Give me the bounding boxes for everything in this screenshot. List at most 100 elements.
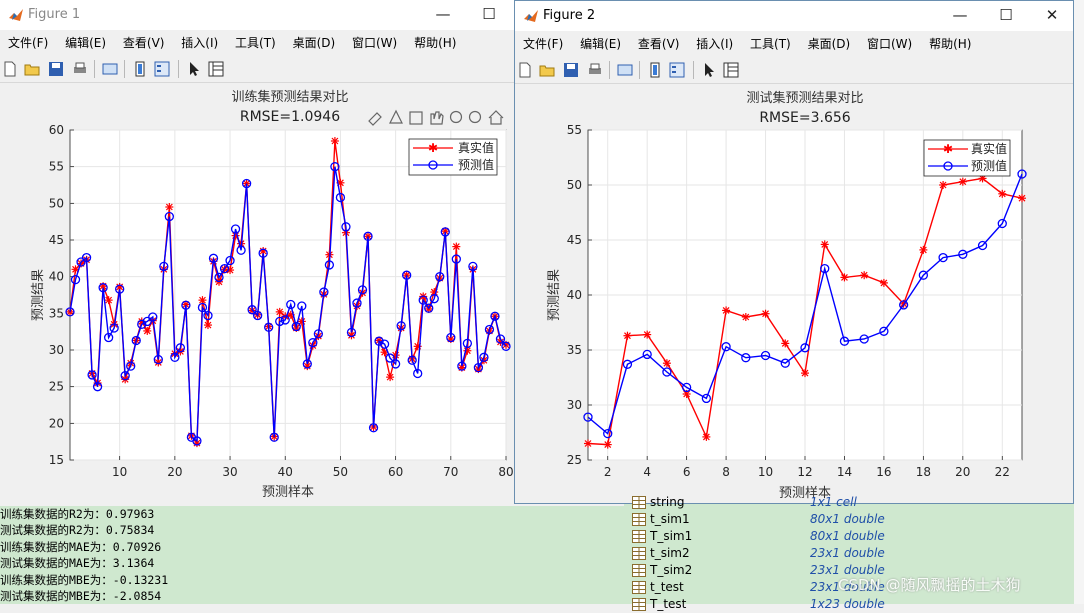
new-figure-icon[interactable] bbox=[2, 61, 18, 77]
data-point-predicted bbox=[269, 432, 279, 442]
training-set-chart: 训练集预测结果对比 RMSE=1.0946 10 20 30 40 50 60 70 80 15… bbox=[31, 89, 514, 500]
zoom-in-icon[interactable] bbox=[449, 110, 463, 124]
data-point-predicted bbox=[741, 353, 751, 363]
variable-name: string bbox=[650, 495, 685, 509]
datatip-icon[interactable] bbox=[389, 109, 403, 124]
pan-hand-icon[interactable] bbox=[430, 111, 444, 125]
home-icon[interactable] bbox=[488, 110, 504, 125]
data-point-predicted bbox=[142, 316, 152, 327]
menu-edit[interactable]: 编辑(E) bbox=[580, 37, 622, 51]
menu-view[interactable]: 查看(V) bbox=[637, 37, 680, 51]
workspace-row[interactable]: T_test 1x23 double bbox=[624, 596, 1084, 613]
menu-window[interactable]: 窗口(W) bbox=[867, 37, 913, 51]
legend-icon[interactable] bbox=[669, 62, 685, 78]
pointer-icon[interactable] bbox=[186, 61, 202, 77]
menu-file[interactable]: 文件(F) bbox=[523, 37, 564, 51]
console-line: 训练集数据的MBE为：-0.13231 bbox=[0, 573, 169, 587]
link-plot-icon[interactable] bbox=[617, 62, 633, 78]
open-file-icon[interactable] bbox=[24, 61, 40, 77]
data-point-predicted bbox=[495, 334, 506, 344]
figure-2-titlebar[interactable]: Figure 2 — ☐ ✕ bbox=[515, 1, 1073, 31]
watermark: CSDN @随风飘摇的土木狗 bbox=[838, 576, 1021, 594]
menu-tools[interactable]: 工具(T) bbox=[750, 37, 791, 51]
workspace-row[interactable]: T_sim1 80x1 double bbox=[624, 528, 1084, 545]
colorbar-icon[interactable] bbox=[132, 61, 148, 77]
data-point-predicted bbox=[352, 298, 362, 308]
variable-name: T_sim1 bbox=[650, 529, 693, 543]
menu-help[interactable]: 帮助(H) bbox=[929, 37, 972, 51]
menu-tools[interactable]: 工具(T) bbox=[235, 36, 276, 50]
rotate-icon[interactable] bbox=[409, 111, 423, 125]
data-point-predicted bbox=[451, 254, 461, 264]
data-point-predicted bbox=[247, 305, 257, 315]
menu-view[interactable]: 查看(V) bbox=[122, 36, 165, 50]
y-tick-label: 15 bbox=[49, 453, 64, 467]
data-point-predicted bbox=[153, 354, 163, 365]
variable-value: 23x1 double bbox=[810, 546, 885, 560]
menu-file[interactable]: 文件(F) bbox=[8, 36, 49, 50]
workspace-row[interactable]: t_sim2 23x1 double bbox=[624, 545, 1084, 562]
menu-insert[interactable]: 插入(I) bbox=[181, 36, 219, 50]
menu-insert[interactable]: 插入(I) bbox=[696, 37, 734, 51]
maximize-button[interactable]: ☐ bbox=[482, 5, 496, 23]
brush-icon[interactable] bbox=[368, 112, 382, 126]
data-point-predicted bbox=[662, 367, 672, 377]
y-tick-label: 25 bbox=[49, 380, 64, 394]
variable-grid-icon bbox=[632, 564, 646, 577]
data-point-predicted bbox=[997, 218, 1007, 229]
y-axis-label: 预测结果 bbox=[31, 269, 46, 321]
zoom-out-icon[interactable] bbox=[468, 110, 482, 124]
console-line: 训练集数据的MAE为：0.70926 bbox=[0, 540, 162, 554]
x-tick-label: 10 bbox=[758, 465, 773, 479]
menu-help[interactable]: 帮助(H) bbox=[414, 36, 457, 50]
data-point-predicted bbox=[175, 343, 186, 353]
data-point-predicted bbox=[490, 311, 500, 321]
data-point-predicted bbox=[230, 224, 241, 234]
data-point-predicted bbox=[918, 270, 929, 280]
x-tick-label: 18 bbox=[916, 465, 931, 479]
variable-value: 80x1 double bbox=[810, 529, 885, 543]
workspace-row[interactable]: string 1x1 cell bbox=[624, 494, 1084, 511]
data-point-predicted bbox=[435, 272, 445, 282]
menu-desktop[interactable]: 桌面(D) bbox=[807, 37, 851, 51]
legend[interactable]: ✱ 真实值 预测值 bbox=[408, 138, 498, 176]
property-editor-icon[interactable] bbox=[208, 61, 224, 77]
save-icon[interactable] bbox=[48, 61, 64, 77]
data-point-predicted bbox=[302, 359, 312, 369]
data-point-predicted bbox=[484, 324, 495, 335]
minimize-button[interactable]: — bbox=[435, 5, 451, 23]
workspace-row[interactable]: t_sim1 80x1 double bbox=[624, 511, 1084, 528]
legend[interactable]: ✱ 真实值 预测值 bbox=[923, 139, 1011, 177]
data-point-predicted bbox=[137, 319, 147, 329]
open-file-icon[interactable] bbox=[539, 62, 555, 78]
menu-edit[interactable]: 编辑(E) bbox=[65, 36, 107, 50]
y-tick-label: 20 bbox=[49, 416, 64, 430]
workspace-row[interactable]: T_sim2 23x1 double bbox=[624, 562, 1084, 579]
new-figure-icon[interactable] bbox=[517, 62, 533, 78]
data-point-predicted bbox=[839, 336, 850, 346]
data-point-real bbox=[879, 278, 888, 287]
data-point-real bbox=[623, 331, 632, 340]
minimize-button[interactable]: — bbox=[952, 6, 968, 24]
print-icon[interactable] bbox=[587, 62, 603, 78]
menu-window[interactable]: 窗口(W) bbox=[352, 36, 398, 50]
print-icon[interactable] bbox=[72, 61, 88, 77]
x-axis-label: 预测样本 bbox=[779, 486, 831, 501]
menu-bar: 文件(F) 编辑(E) 查看(V) 插入(I) 工具(T) 桌面(D) 窗口(W… bbox=[0, 32, 514, 54]
workspace-row[interactable]: t_test 23x1 double bbox=[624, 579, 1084, 596]
close-button[interactable]: ✕ bbox=[1045, 6, 1059, 24]
save-icon[interactable] bbox=[563, 62, 579, 78]
x-tick-label: 60 bbox=[388, 465, 403, 479]
data-point-real bbox=[919, 245, 928, 254]
pointer-icon[interactable] bbox=[701, 62, 717, 78]
property-editor-icon[interactable] bbox=[723, 62, 739, 78]
link-plot-icon[interactable] bbox=[102, 61, 118, 77]
colorbar-icon[interactable] bbox=[647, 62, 663, 78]
menu-desktop[interactable]: 桌面(D) bbox=[292, 36, 336, 50]
maximize-button[interactable]: ☐ bbox=[999, 6, 1013, 24]
legend-icon[interactable] bbox=[154, 61, 170, 77]
y-tick-label: 40 bbox=[567, 288, 582, 302]
figure-1-titlebar[interactable]: Figure 1 — ☐ bbox=[0, 0, 514, 30]
command-window[interactable]: 训练集数据的R2为：0.97963 测试集数据的R2为：0.75834 训练集数… bbox=[0, 506, 624, 604]
data-point-predicted bbox=[252, 310, 263, 321]
